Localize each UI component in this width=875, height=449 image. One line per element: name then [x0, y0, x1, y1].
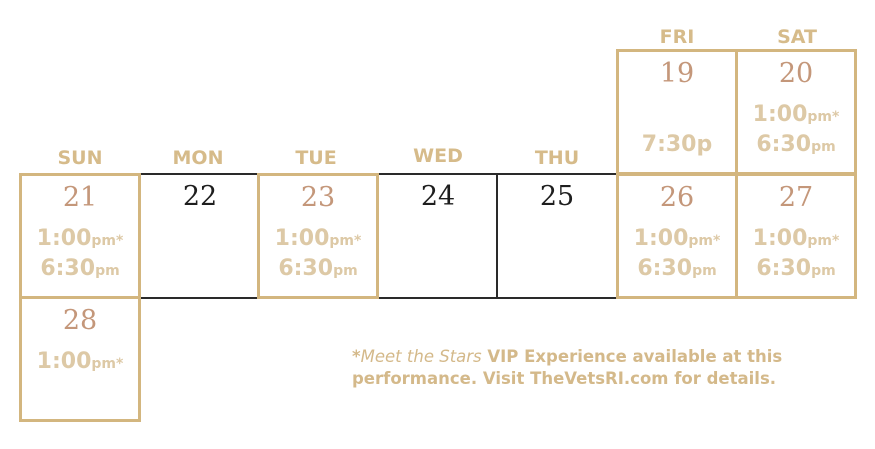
footnote-line1: VIP Experience available at this [481, 347, 783, 366]
day-cell-28: 28 1:00pm* [19, 296, 141, 422]
day-cell-23: 23 1:00pm* 6:30pm [257, 173, 379, 299]
date-number: 27 [778, 182, 814, 213]
showtime: 6:30pm [260, 256, 376, 281]
footnote-line2: performance. Visit TheVetsRI.com for det… [352, 369, 777, 388]
showtime: 1:00pm* [22, 226, 138, 251]
date-number: 23 [300, 182, 336, 213]
date-number: 20 [778, 58, 814, 89]
dow-sat: SAT [777, 26, 817, 48]
showtime-suffix: pm* [688, 233, 721, 249]
showtime-suffix: pm* [91, 356, 124, 372]
showtime-time: 6:30 [40, 256, 96, 281]
dow-fri: FRI [659, 26, 695, 48]
showtime-suffix: pm* [807, 233, 840, 249]
showtime-time: 6:30 [756, 256, 812, 281]
showtime-suffix: pm [811, 263, 836, 279]
day-cell-27: 27 1:00pm* 6:30pm [735, 173, 857, 299]
date-number: 22 [182, 181, 218, 212]
showtime: 1:00pm* [738, 102, 854, 127]
showtime: 1:00pm* [260, 226, 376, 251]
date-number: 28 [62, 305, 98, 336]
showtime-time: 6:30 [637, 256, 693, 281]
dow-wed: WED [413, 145, 463, 167]
dow-mon: MON [172, 147, 224, 169]
showtime-suffix: pm [95, 263, 120, 279]
footnote: *Meet the Stars VIP Experience available… [352, 346, 782, 390]
showtime-time: 6:30 [278, 256, 334, 281]
showtime: 6:30pm [738, 256, 854, 281]
showtime: 6:30pm [619, 256, 735, 281]
showtime-time: 6:30 [756, 132, 812, 157]
footnote-asterisk: * [352, 347, 361, 366]
day-cell-24: 24 [377, 173, 499, 299]
showtime-suffix: pm [811, 139, 836, 155]
showtime-suffix: pm* [329, 233, 362, 249]
showtime-suffix: pm* [91, 233, 124, 249]
showtime-time: 1:00 [752, 102, 808, 127]
showtime: 6:30pm [738, 132, 854, 157]
dow-thu: THU [534, 147, 580, 169]
showtime: 6:30pm [22, 256, 138, 281]
showtime-time: 1:00 [752, 226, 808, 251]
showtime: 1:00pm* [22, 349, 138, 374]
showtime-time: 1:00 [36, 226, 92, 251]
footnote-italic: Meet the Stars [360, 347, 482, 366]
date-number: 21 [62, 182, 98, 213]
showtime: 1:00pm* [738, 226, 854, 251]
day-cell-21: 21 1:00pm* 6:30pm [19, 173, 141, 299]
date-number: 26 [659, 182, 695, 213]
day-cell-26: 26 1:00pm* 6:30pm [616, 173, 738, 299]
day-cell-19: 19 7:30p [616, 49, 738, 175]
showtime: 7:30p [619, 132, 735, 157]
date-number: 24 [420, 181, 456, 212]
showtime-suffix: pm [333, 263, 358, 279]
day-cell-25: 25 [496, 173, 618, 299]
showtime-suffix: pm [692, 263, 717, 279]
showtime: 1:00pm* [619, 226, 735, 251]
date-number: 19 [659, 58, 695, 89]
showtime-time: 1:00 [633, 226, 689, 251]
showtime-time: 7:30p [641, 132, 713, 157]
showtime-suffix: pm* [807, 109, 840, 125]
dow-tue: TUE [295, 147, 337, 169]
day-cell-22: 22 [139, 173, 261, 299]
showtime-time: 1:00 [274, 226, 330, 251]
date-number: 25 [539, 181, 575, 212]
day-cell-20: 20 1:00pm* 6:30pm [735, 49, 857, 175]
showtime-time: 1:00 [36, 349, 92, 374]
dow-sun: SUN [57, 147, 103, 169]
